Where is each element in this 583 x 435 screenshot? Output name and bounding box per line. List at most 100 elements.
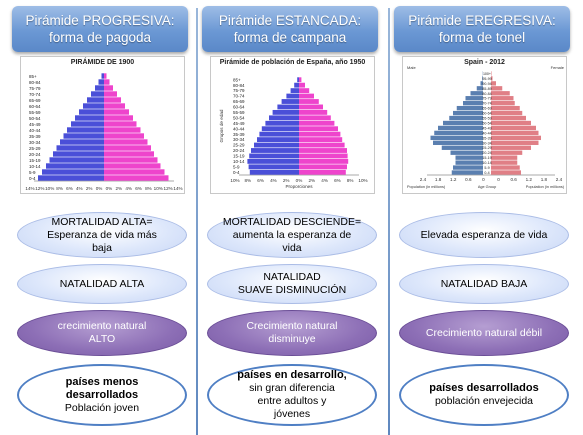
natality-ellipse: NATALIDAD ALTA	[17, 264, 187, 304]
tick-label: 14%	[25, 186, 34, 191]
bar-left	[294, 82, 299, 88]
bar-right	[299, 164, 347, 170]
summary-ellipse: países desarrollados población envejecida	[399, 364, 569, 426]
ellipse-line: crecimiento natural	[57, 320, 147, 332]
age-label: 50-54	[482, 121, 491, 125]
bar-left	[53, 151, 104, 157]
bar-right	[299, 142, 345, 148]
bar-left	[49, 157, 104, 163]
age-label: 60-64	[233, 105, 245, 110]
bar-right	[491, 110, 523, 116]
age-label: 60-64	[482, 112, 491, 116]
age-label: 5-9	[29, 170, 36, 175]
header-line-1: Pirámide PROGRESIVA:	[25, 13, 175, 28]
age-label: 20-24	[482, 151, 491, 155]
bar-right	[104, 91, 117, 97]
tick-label: 8%	[244, 178, 251, 183]
bar-right	[299, 82, 305, 88]
age-label: 40-44	[233, 126, 245, 131]
bar-right	[104, 145, 151, 151]
mortality-ellipse: MORTALIDAD ALTA= Esperanza de vida más baj…	[17, 212, 187, 258]
bar-left	[79, 109, 104, 115]
y-axis-title: Grupos de edad	[219, 109, 224, 142]
tick-label: 1.8	[435, 177, 442, 182]
bar-left	[470, 91, 483, 96]
age-label: 30-34	[29, 140, 41, 145]
ellipse-line: Crecimiento natural débil	[425, 326, 543, 339]
age-label: 30-34	[482, 141, 491, 145]
axis-caption-left: Population (in millions)	[407, 185, 446, 189]
age-label: 85-89	[482, 87, 491, 91]
bar-left	[67, 127, 104, 133]
header-line-1: Pirámide EREGRESIVA:	[408, 13, 556, 28]
tick-label: 10%	[45, 186, 54, 191]
bar-right	[491, 155, 518, 160]
ellipse-line: SUAVE DISMINUCIÓN	[237, 284, 347, 296]
age-label: 20-24	[29, 152, 41, 157]
column-divider	[196, 8, 198, 435]
age-label: 55-59	[233, 110, 245, 115]
chart-title: Pirámide de población de España, año 195…	[219, 59, 366, 66]
tick-label: 2.4	[556, 177, 563, 182]
tick-label: 6%	[66, 186, 73, 191]
bar-left	[443, 120, 483, 126]
tick-label: 0.6	[465, 177, 472, 182]
ellipse-line: Elevada esperanza de vida	[420, 228, 548, 241]
bar-left	[449, 115, 483, 121]
tick-label: 2%	[283, 178, 290, 183]
age-label: 55-59	[482, 117, 491, 121]
bar-left	[249, 169, 299, 175]
age-label: 70-74	[233, 94, 245, 99]
bar-left	[286, 93, 299, 99]
bar-right	[491, 71, 492, 76]
age-label: 0-4	[233, 170, 240, 175]
bar-left	[272, 109, 299, 115]
bar-right	[491, 170, 521, 175]
age-label: 50-54	[29, 116, 41, 121]
bar-left	[247, 158, 299, 164]
bar-left	[95, 85, 104, 91]
bar-left	[251, 148, 299, 153]
bar-left	[42, 169, 104, 175]
bar-left	[257, 137, 299, 143]
bar-left	[455, 160, 483, 165]
tick-label: 6%	[257, 178, 264, 183]
bar-left	[83, 103, 104, 109]
bar-right	[491, 86, 503, 91]
summary-ellipse: países menos desarrollados Población joven	[17, 364, 187, 426]
natality-ellipse: NATALIDAD BAJA	[399, 264, 569, 304]
age-label: 80-84	[233, 83, 245, 88]
bar-right	[299, 115, 331, 121]
bar-left	[480, 81, 483, 86]
ellipse-bold-line: países en desarrollo,	[237, 369, 347, 381]
bar-right	[491, 81, 496, 86]
ellipse-line: disminuye	[268, 333, 316, 345]
age-label: 25-29	[233, 143, 245, 148]
bar-left	[433, 140, 483, 145]
age-label: 20-24	[233, 148, 245, 153]
tick-label: 8%	[347, 178, 354, 183]
age-label: 75-79	[233, 88, 245, 93]
age-label: 10-14	[482, 161, 491, 165]
bar-left	[269, 115, 299, 121]
tick-label: 1.2	[526, 177, 533, 182]
bar-left	[281, 99, 299, 104]
age-label: 0-4	[29, 176, 36, 181]
age-label: 45-49	[233, 121, 245, 126]
column-divider	[388, 8, 390, 435]
age-label: 35-39	[233, 132, 245, 137]
tick-label: 10%	[230, 178, 239, 183]
bar-right	[104, 133, 144, 139]
bar-right	[104, 73, 107, 79]
tick-label: 1.8	[541, 177, 548, 182]
tick-label: 0%	[296, 178, 303, 183]
column-header: Pirámide PROGRESIVA: forma de pagoda	[12, 6, 188, 52]
age-label: 90-94	[482, 82, 491, 86]
bar-right	[491, 96, 514, 101]
age-label: 65-69	[233, 99, 245, 104]
age-label: 65-69	[29, 98, 41, 103]
pyramid-chart-1950: Pirámide de población de España, año 195…	[210, 56, 375, 194]
bar-right	[491, 91, 510, 96]
bar-right	[491, 145, 531, 150]
ellipse-line: NATALIDAD BAJA	[440, 277, 528, 290]
